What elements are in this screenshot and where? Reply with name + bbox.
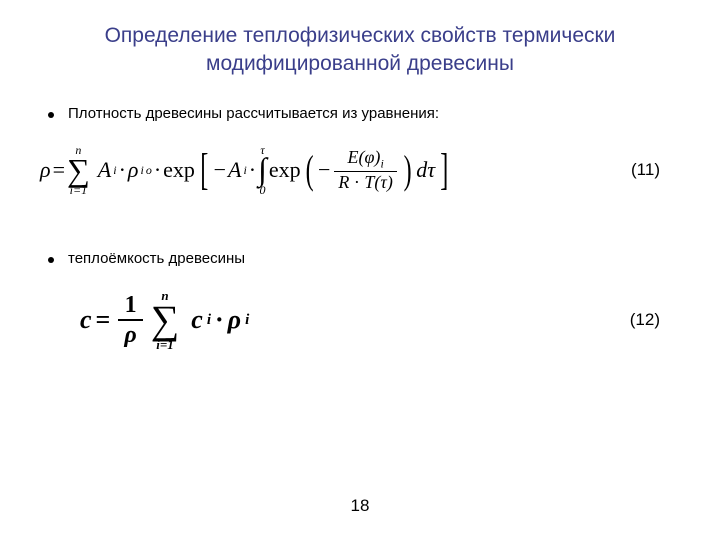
bullet-1-text: Плотность древесины рассчитывается из ур…	[68, 105, 439, 122]
eq11-fraction: E(φ)i R · T(τ)	[334, 147, 396, 193]
bullet-2-text: теплоёмкость древесины	[68, 250, 245, 267]
equation-11-number: (11)	[631, 160, 660, 180]
eq12-sum-lower: i=1	[156, 338, 174, 351]
eq11-exp1: exp	[163, 157, 195, 183]
eq11-rho-i: ρ	[128, 157, 139, 183]
eq12-dot: ·	[215, 305, 224, 335]
equation-11: ρ = n ∑ i=1 Ai · ρio · exp [ − Ai · τ ∫ …	[40, 144, 452, 197]
eq11-sum: n ∑ i=1	[67, 144, 90, 197]
page-number: 18	[0, 496, 720, 516]
bullet-dot-icon	[48, 112, 54, 118]
eq12-equals: =	[96, 305, 111, 335]
eq12-ci-sub: i	[207, 312, 211, 329]
eq11-int-lower: 0	[260, 184, 266, 196]
eq12-frac-den: ρ	[118, 321, 142, 350]
eq11-lparen: (	[305, 152, 313, 188]
eq11-rparen: )	[404, 152, 412, 188]
bullet-1: Плотность древесины рассчитывается из ур…	[0, 105, 720, 122]
eq11-minus2: −	[318, 157, 330, 183]
slide-title: Определение теплофизических свойств терм…	[0, 0, 720, 87]
equation-11-block: ρ = n ∑ i=1 Ai · ρio · exp [ − Ai · τ ∫ …	[0, 136, 720, 205]
eq11-rho-i-sup: o	[146, 163, 152, 178]
eq12-c: c	[80, 305, 92, 335]
eq11-equals: =	[53, 157, 65, 183]
eq11-A2: A	[228, 157, 241, 183]
bullet-dot-icon	[48, 257, 54, 263]
bullet-2: теплоёмкость древесины	[0, 250, 720, 267]
eq11-sum-symbol: ∑	[67, 156, 90, 185]
eq11-frac-den: R · T(τ)	[334, 172, 396, 193]
eq11-dot2: ·	[154, 157, 161, 183]
eq11-A1-sub: i	[113, 163, 116, 178]
eq11-sum-lower: i=1	[70, 184, 87, 196]
eq11-dot3: ·	[249, 157, 256, 183]
eq12-frac-num: 1	[119, 291, 143, 320]
eq11-int-symbol: ∫	[258, 156, 267, 183]
equation-12-number: (12)	[630, 310, 660, 330]
eq12-rhoi-sub: i	[245, 312, 249, 329]
eq11-A2-sub: i	[243, 163, 246, 178]
eq11-lbracket: [	[200, 150, 208, 190]
eq11-exp2: exp	[269, 157, 301, 183]
eq11-rho: ρ	[40, 157, 51, 183]
eq11-A1: A	[98, 157, 111, 183]
eq11-rho-i-sub: i	[140, 163, 143, 178]
eq12-fraction: 1 ρ	[118, 291, 142, 351]
eq11-dot1: ·	[119, 157, 126, 183]
eq11-minus1: −	[214, 157, 226, 183]
eq11-rbracket: ]	[440, 150, 448, 190]
eq11-dtau: dτ	[416, 157, 435, 183]
eq12-ci: c	[191, 305, 203, 335]
eq12-sum: n ∑ i=1	[151, 289, 180, 351]
eq11-integral: τ ∫ 0	[258, 144, 267, 195]
eq12-rhoi: ρ	[228, 305, 241, 335]
eq11-frac-num: E(φ)i	[343, 147, 387, 171]
equation-12-block: c = 1 ρ n ∑ i=1 ci · ρi (12)	[0, 281, 720, 359]
equation-12: c = 1 ρ n ∑ i=1 ci · ρi	[80, 289, 249, 351]
eq12-sum-symbol: ∑	[151, 302, 180, 338]
